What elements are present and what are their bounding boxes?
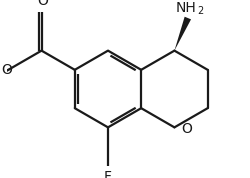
Text: NH: NH	[176, 1, 197, 15]
Text: F: F	[104, 170, 112, 178]
Text: 2: 2	[197, 6, 203, 16]
Polygon shape	[174, 17, 191, 51]
Text: O: O	[37, 0, 48, 8]
Text: O: O	[181, 122, 192, 136]
Text: O: O	[1, 63, 12, 77]
